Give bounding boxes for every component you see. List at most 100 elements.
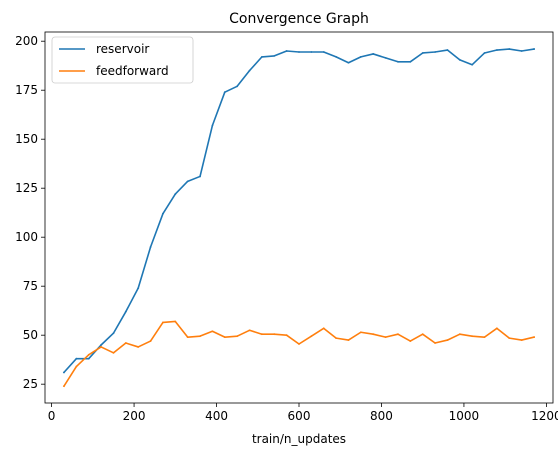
data-point-feedforward bbox=[483, 336, 486, 339]
data-point-reservoir bbox=[310, 51, 313, 53]
data-point-feedforward bbox=[335, 337, 338, 340]
data-point-feedforward bbox=[520, 339, 523, 341]
data-point-reservoir bbox=[409, 60, 412, 63]
data-point-reservoir bbox=[260, 55, 263, 58]
data-point-reservoir bbox=[236, 85, 239, 88]
x-tick-label: 800 bbox=[370, 409, 393, 423]
data-point-feedforward bbox=[236, 335, 239, 338]
data-point-reservoir bbox=[75, 357, 78, 360]
data-point-feedforward bbox=[149, 340, 152, 342]
data-point-reservoir bbox=[186, 180, 189, 183]
data-point-reservoir bbox=[533, 48, 535, 50]
data-point-feedforward bbox=[372, 333, 375, 336]
data-point-reservoir bbox=[520, 50, 523, 52]
data-point-reservoir bbox=[100, 344, 102, 346]
plot-area bbox=[62, 48, 535, 388]
data-point-feedforward bbox=[248, 329, 251, 332]
data-point-feedforward bbox=[310, 335, 313, 338]
legend-box bbox=[51, 36, 194, 84]
data-point-feedforward bbox=[421, 333, 424, 336]
data-point-reservoir bbox=[372, 53, 375, 55]
y-tick-label: 75 bbox=[23, 279, 38, 293]
data-point-reservoir bbox=[496, 49, 498, 51]
data-point-feedforward bbox=[285, 334, 288, 337]
data-point-reservoir bbox=[273, 55, 276, 57]
y-tick-label: 50 bbox=[23, 328, 38, 342]
x-tick-label: 200 bbox=[123, 409, 146, 423]
data-point-feedforward bbox=[434, 342, 436, 344]
data-point-reservoir bbox=[298, 51, 300, 53]
data-point-reservoir bbox=[199, 175, 201, 178]
data-point-reservoir bbox=[335, 55, 338, 58]
data-point-reservoir bbox=[471, 63, 474, 66]
data-point-reservoir bbox=[248, 69, 251, 72]
data-point-feedforward bbox=[347, 339, 350, 341]
data-point-reservoir bbox=[162, 212, 164, 215]
data-point-feedforward bbox=[199, 335, 201, 338]
legend-label-reservoir: reservoir bbox=[96, 42, 149, 56]
data-point-reservoir bbox=[223, 91, 226, 94]
legend-label-feedforward: feedforward bbox=[96, 64, 169, 78]
data-point-feedforward bbox=[384, 336, 387, 339]
data-point-reservoir bbox=[211, 124, 214, 127]
data-point-reservoir bbox=[508, 48, 511, 50]
data-point-reservoir bbox=[359, 55, 362, 58]
data-point-feedforward bbox=[87, 353, 90, 356]
x-tick-label: 1000 bbox=[449, 409, 480, 423]
x-tick-label: 1200 bbox=[531, 409, 558, 423]
x-axis: 0 200 400 600 800 1000 1200 bbox=[48, 403, 558, 423]
data-point-reservoir bbox=[112, 332, 115, 335]
y-tick-label: 100 bbox=[15, 230, 38, 244]
data-point-feedforward bbox=[359, 331, 362, 334]
data-point-reservoir bbox=[174, 193, 177, 195]
data-point-reservoir bbox=[434, 51, 436, 53]
y-tick-label: 150 bbox=[15, 132, 38, 146]
data-point-feedforward bbox=[211, 330, 214, 333]
data-point-reservoir bbox=[384, 56, 387, 59]
data-point-reservoir bbox=[446, 49, 449, 51]
data-point-reservoir bbox=[347, 61, 350, 64]
data-point-reservoir bbox=[63, 371, 65, 374]
data-point-feedforward bbox=[471, 335, 474, 338]
series-line-reservoir bbox=[62, 48, 535, 374]
data-point-feedforward bbox=[63, 385, 65, 388]
data-point-feedforward bbox=[458, 333, 461, 336]
data-point-reservoir bbox=[137, 287, 140, 290]
data-point-feedforward bbox=[100, 346, 102, 348]
x-tick-label: 400 bbox=[205, 409, 228, 423]
data-point-feedforward bbox=[273, 333, 276, 336]
data-point-reservoir bbox=[458, 58, 461, 61]
data-point-feedforward bbox=[174, 320, 177, 323]
data-point-reservoir bbox=[397, 60, 399, 63]
data-point-feedforward bbox=[223, 336, 226, 339]
data-point-feedforward bbox=[112, 351, 115, 354]
y-tick-label: 175 bbox=[15, 83, 38, 97]
data-point-feedforward bbox=[409, 340, 412, 342]
x-tick-label: 600 bbox=[288, 409, 311, 423]
data-point-feedforward bbox=[298, 343, 300, 345]
data-point-feedforward bbox=[75, 365, 78, 368]
data-point-reservoir bbox=[483, 52, 486, 54]
x-axis-label: train/n_updates bbox=[252, 432, 346, 446]
data-point-reservoir bbox=[149, 246, 152, 248]
data-point-feedforward bbox=[124, 342, 127, 344]
series-line-feedforward bbox=[62, 320, 535, 388]
data-point-feedforward bbox=[508, 337, 511, 340]
data-point-feedforward bbox=[496, 327, 498, 330]
data-point-reservoir bbox=[322, 51, 325, 53]
y-axis: 25 50 75 100 125 150 175 200 bbox=[15, 34, 45, 391]
data-point-feedforward bbox=[533, 336, 535, 339]
x-tick-label: 0 bbox=[48, 409, 56, 423]
chart-title: Convergence Graph bbox=[229, 11, 369, 27]
y-tick-label: 200 bbox=[15, 34, 38, 48]
data-point-feedforward bbox=[260, 333, 263, 336]
y-tick-label: 125 bbox=[15, 181, 38, 195]
data-point-reservoir bbox=[124, 310, 127, 313]
data-point-feedforward bbox=[397, 333, 399, 336]
data-point-reservoir bbox=[285, 50, 288, 52]
data-point-feedforward bbox=[162, 321, 164, 324]
data-point-reservoir bbox=[421, 52, 424, 54]
legend: reservoir feedforward bbox=[51, 36, 194, 84]
data-point-reservoir bbox=[87, 357, 90, 360]
